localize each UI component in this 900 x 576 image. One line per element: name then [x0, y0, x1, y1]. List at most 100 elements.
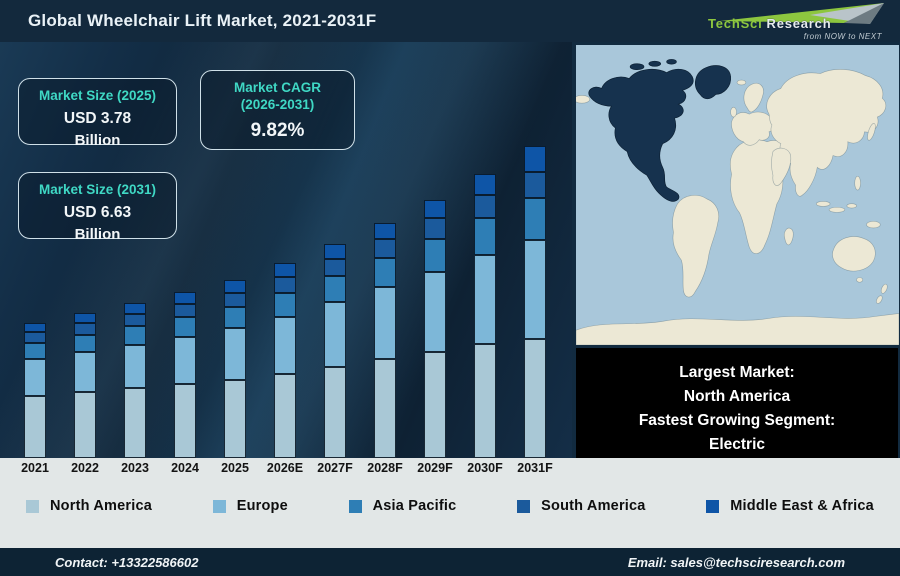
bar-segment-middle-east-africa-2022: [74, 313, 96, 324]
header: Global Wheelchair Lift Market, 2021-2031…: [0, 0, 900, 42]
stat-label: Market CAGR: [233, 80, 322, 95]
legend-label: Asia Pacific: [372, 498, 457, 514]
x-tick-2031f: 2031F: [517, 461, 553, 475]
bar-segment-middle-east-africa-2027f: [324, 243, 346, 259]
bar-segment-asia-pacific-2030f: [474, 217, 496, 255]
stat-box-market-cagr: Market CAGR (2026-2031) 9.82%: [200, 70, 355, 150]
note-line: Largest Market:: [679, 364, 795, 381]
legend-item-europe: Europe: [212, 498, 288, 514]
bar-2021: [24, 322, 46, 458]
bar-segment-north-america-2023: [124, 387, 146, 458]
bar-segment-north-america-2031f: [524, 338, 546, 458]
bar-segment-europe-2022: [74, 352, 96, 393]
note-line: North America: [683, 388, 791, 406]
bar-segment-asia-pacific-2027f: [324, 275, 346, 303]
x-tick-2024: 2024: [171, 461, 199, 475]
bar-2022: [74, 313, 96, 458]
stat-sublabel: (2026-2031): [240, 96, 315, 112]
world-map-svg: [576, 45, 899, 345]
bar-segment-south-america-2024: [174, 303, 196, 318]
legend-label: Middle East & Africa: [730, 498, 874, 514]
bar-segment-asia-pacific-2026e: [274, 292, 296, 318]
bar-segment-asia-pacific-2025: [224, 307, 246, 329]
legend-swatch-south-america: [517, 499, 531, 513]
brand-logo: TechSci Research from NOW to NEXT: [698, 1, 888, 41]
bar-segment-middle-east-africa-2026e: [274, 262, 296, 278]
bar-segment-europe-2031f: [524, 240, 546, 339]
bar-segment-asia-pacific-2023: [124, 325, 146, 345]
bar-segment-north-america-2021: [24, 395, 46, 458]
legend-label: North America: [50, 498, 152, 514]
market-note: Largest Market: North America Fastest Gr…: [576, 348, 898, 458]
x-tick-2023: 2023: [121, 461, 149, 475]
bar-2024: [174, 292, 196, 458]
bar-segment-europe-2021: [24, 359, 46, 396]
email-info: Email: sales@techsciresearch.com: [627, 554, 845, 570]
map-land: [576, 69, 899, 345]
bar-segment-middle-east-africa-2023: [124, 302, 146, 314]
world-map: [572, 42, 900, 346]
stat-value: USD 3.78: [63, 109, 132, 127]
bar-segment-middle-east-africa-2025: [224, 280, 246, 294]
bar-2023: [124, 302, 146, 458]
bar-segment-south-america-2028f: [374, 239, 396, 258]
legend-item-middle-east-africa: Middle East & Africa: [706, 498, 874, 514]
bar-segment-south-america-2027f: [324, 258, 346, 276]
brand-name-primary: TechSci: [708, 16, 763, 31]
bar-segment-europe-2025: [224, 328, 246, 380]
bar-segment-middle-east-africa-2031f: [524, 146, 546, 172]
axis-legend-band: 2021 2022 2023 2024 2025 2026E 2027F 2028F 2029F…: [0, 458, 900, 548]
footer: Contact: +13322586602 Email: sales@techs…: [0, 548, 900, 576]
bar-segment-asia-pacific-2031f: [524, 198, 546, 241]
bar-segment-middle-east-africa-2029f: [424, 199, 446, 218]
bar-segment-south-america-2030f: [474, 195, 496, 218]
note-line: Fastest Growing Segment:: [638, 412, 836, 430]
bar-segment-asia-pacific-2021: [24, 342, 46, 360]
bar-segment-middle-east-africa-2021: [24, 322, 46, 333]
legend-swatch-asia-pacific: [348, 499, 362, 513]
x-tick-2029f: 2029F: [417, 461, 453, 475]
bar-segment-south-america-2021: [24, 332, 46, 343]
page-title: Global Wheelchair Lift Market, 2021-2031…: [28, 11, 377, 30]
bar-2026e: [274, 262, 296, 458]
bar-segment-south-america-2029f: [424, 217, 446, 239]
x-tick-2022: 2022: [71, 461, 99, 475]
bar-2025: [224, 280, 246, 458]
bar-segment-north-america-2029f: [424, 351, 446, 458]
chart-legend: North America Europe Asia Pacific South Ame…: [0, 498, 900, 514]
bar-segment-asia-pacific-2029f: [424, 238, 446, 272]
stat-label: Market Size (2025): [38, 88, 157, 103]
legend-swatch-middle-east-africa: [706, 499, 720, 513]
stat-value: 9.82%: [250, 119, 305, 141]
bar-segment-europe-2028f: [374, 287, 396, 360]
bar-segment-north-america-2026e: [274, 374, 296, 458]
content-row: Market Size (2025) USD 3.78 Billion Mark…: [0, 42, 900, 458]
bar-segment-north-america-2025: [224, 379, 246, 458]
legend-item-asia-pacific: Asia Pacific: [348, 498, 457, 514]
legend-swatch-europe: [212, 499, 226, 513]
bar-segment-asia-pacific-2022: [74, 334, 96, 353]
map-north-america-highlight: [588, 59, 731, 202]
x-tick-2027f: 2027F: [317, 461, 353, 475]
bar-segment-europe-2024: [174, 336, 196, 385]
bar-segment-middle-east-africa-2024: [174, 292, 196, 304]
x-tick-2025: 2025: [221, 461, 249, 475]
legend-label: Europe: [236, 498, 288, 514]
brand-tagline: from NOW to NEXT: [803, 32, 882, 41]
bar-2027f: [324, 243, 346, 458]
bar-segment-asia-pacific-2028f: [374, 257, 396, 288]
bar-segment-south-america-2031f: [524, 171, 546, 199]
right-panel: Largest Market: North America Fastest Gr…: [572, 42, 900, 458]
bar-2029f: [424, 199, 446, 458]
stat-box-market-size-2031: Market Size (2031) USD 6.63 Billion: [18, 172, 177, 243]
bar-segment-south-america-2023: [124, 313, 146, 326]
bar-segment-europe-2030f: [474, 254, 496, 345]
bar-segment-north-america-2027f: [324, 366, 346, 458]
x-tick-2030f: 2030F: [467, 461, 503, 475]
logo-arrow-icon: [720, 3, 884, 24]
bar-segment-south-america-2025: [224, 293, 246, 308]
bar-segment-south-america-2022: [74, 323, 96, 335]
bar-segment-europe-2026e: [274, 317, 296, 375]
x-axis-labels: 2021 2022 2023 2024 2025 2026E 2027F 2028F 2029F…: [0, 458, 572, 480]
